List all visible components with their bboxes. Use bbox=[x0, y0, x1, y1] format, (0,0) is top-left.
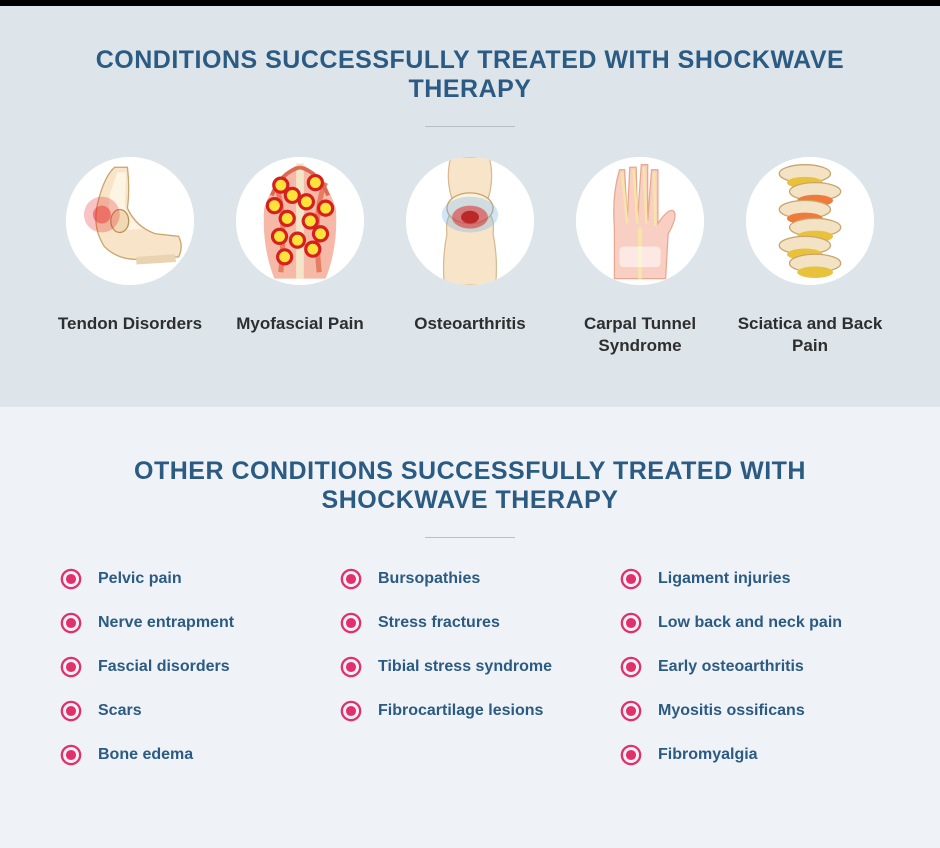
condition-item: Tendon Disorders bbox=[50, 157, 210, 357]
condition-item: Osteoarthritis bbox=[390, 157, 550, 357]
bullet-icon bbox=[60, 700, 82, 722]
condition-label: Tendon Disorders bbox=[58, 313, 202, 335]
section-other-conditions: OTHER CONDITIONS SUCCESSFULLY TREATED WI… bbox=[0, 407, 940, 848]
section-primary-conditions: CONDITIONS SUCCESSFULLY TREATED WITH SHO… bbox=[0, 6, 940, 407]
bullet-item: Ligament injuries bbox=[620, 568, 880, 590]
bullet-icon bbox=[340, 656, 362, 678]
condition-item: Carpal Tunnel Syndrome bbox=[560, 157, 720, 357]
bullet-icon bbox=[340, 612, 362, 634]
hand-icon bbox=[576, 157, 704, 285]
bullet-item: Low back and neck pain bbox=[620, 612, 880, 634]
condition-item: Sciatica and Back Pain bbox=[730, 157, 890, 357]
bullet-label: Bursopathies bbox=[378, 570, 480, 588]
bullet-item: Tibial stress syndrome bbox=[340, 656, 600, 678]
bullet-item: Scars bbox=[60, 700, 320, 722]
bullet-label: Myositis ossificans bbox=[658, 702, 805, 720]
bullet-item: Fibromyalgia bbox=[620, 744, 880, 766]
bullet-icon bbox=[620, 700, 642, 722]
bullet-item: Fibrocartilage lesions bbox=[340, 700, 600, 722]
bullet-label: Low back and neck pain bbox=[658, 614, 842, 632]
bullet-label: Fascial disorders bbox=[98, 658, 230, 676]
spine-icon bbox=[746, 157, 874, 285]
bullet-column: Ligament injuries Low back and neck pain… bbox=[620, 568, 880, 788]
bullet-item: Myositis ossificans bbox=[620, 700, 880, 722]
heading-primary: CONDITIONS SUCCESSFULLY TREATED WITH SHO… bbox=[40, 46, 900, 104]
condition-label: Carpal Tunnel Syndrome bbox=[565, 313, 715, 357]
bullet-label: Tibial stress syndrome bbox=[378, 658, 552, 676]
bullet-label: Bone edema bbox=[98, 746, 193, 764]
ankle-icon bbox=[66, 157, 194, 285]
bullet-icon bbox=[60, 656, 82, 678]
bullets-grid: Pelvic pain Nerve entrapment Fascial dis… bbox=[50, 568, 890, 788]
bullet-icon bbox=[620, 656, 642, 678]
bullet-item: Stress fractures bbox=[340, 612, 600, 634]
condition-label: Sciatica and Back Pain bbox=[735, 313, 885, 357]
bullet-column: Bursopathies Stress fractures Tibial str… bbox=[340, 568, 600, 788]
bullet-icon bbox=[60, 744, 82, 766]
bullet-label: Nerve entrapment bbox=[98, 614, 234, 632]
bullet-icon bbox=[60, 568, 82, 590]
heading-other: OTHER CONDITIONS SUCCESSFULLY TREATED WI… bbox=[50, 457, 890, 515]
bullet-icon bbox=[60, 612, 82, 634]
bullet-label: Pelvic pain bbox=[98, 570, 182, 588]
divider bbox=[425, 537, 515, 538]
conditions-row: Tendon Disorders Myofascial Pain Osteoar… bbox=[40, 157, 900, 357]
bullet-label: Ligament injuries bbox=[658, 570, 790, 588]
bullet-icon bbox=[340, 568, 362, 590]
back-muscles-icon bbox=[236, 157, 364, 285]
bullet-icon bbox=[340, 700, 362, 722]
bullet-item: Fascial disorders bbox=[60, 656, 320, 678]
divider bbox=[425, 126, 515, 127]
bullet-item: Bursopathies bbox=[340, 568, 600, 590]
bullet-icon bbox=[620, 568, 642, 590]
condition-label: Osteoarthritis bbox=[414, 313, 525, 335]
bullet-icon bbox=[620, 744, 642, 766]
bullet-icon bbox=[620, 612, 642, 634]
bullet-label: Fibromyalgia bbox=[658, 746, 758, 764]
bullet-item: Nerve entrapment bbox=[60, 612, 320, 634]
bullet-column: Pelvic pain Nerve entrapment Fascial dis… bbox=[60, 568, 320, 788]
knee-icon bbox=[406, 157, 534, 285]
bullet-label: Fibrocartilage lesions bbox=[378, 702, 543, 720]
condition-item: Myofascial Pain bbox=[220, 157, 380, 357]
bullet-label: Early osteoarthritis bbox=[658, 658, 804, 676]
bullet-label: Scars bbox=[98, 702, 142, 720]
bullet-label: Stress fractures bbox=[378, 614, 500, 632]
condition-label: Myofascial Pain bbox=[236, 313, 364, 335]
bullet-item: Early osteoarthritis bbox=[620, 656, 880, 678]
bullet-item: Pelvic pain bbox=[60, 568, 320, 590]
bullet-item: Bone edema bbox=[60, 744, 320, 766]
